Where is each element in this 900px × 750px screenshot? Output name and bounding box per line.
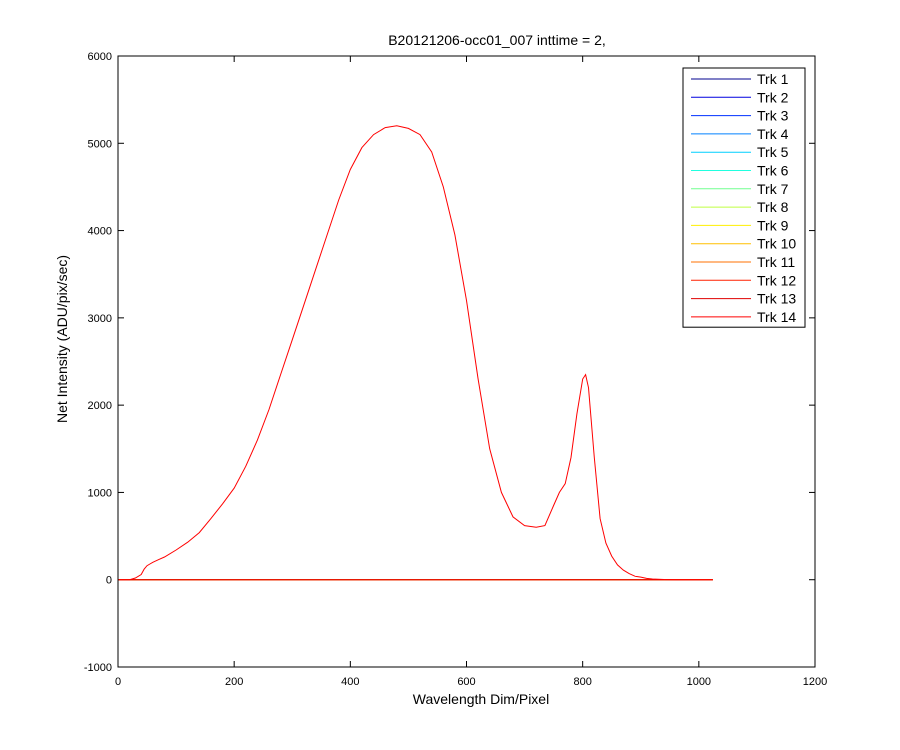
legend-label: Trk 4 [757, 126, 789, 142]
legend-label: Trk 10 [757, 236, 796, 252]
y-tick-label: 2000 [88, 400, 112, 412]
series-line-trk-14 [118, 125, 713, 581]
y-tick-label: 6000 [88, 51, 112, 63]
y-tick-label: 0 [106, 575, 112, 587]
x-tick-label: 1000 [687, 676, 711, 688]
x-tick-label: 0 [115, 676, 121, 688]
x-tick-label: 400 [341, 676, 359, 688]
chart-title: B20121206-occ01_007 inttime = 2, [388, 32, 606, 48]
legend-label: Trk 9 [757, 217, 789, 233]
y-tick-label: 4000 [88, 226, 112, 238]
legend-label: Trk 13 [757, 291, 796, 307]
legend-label: Trk 1 [757, 71, 789, 87]
legend-label: Trk 8 [757, 199, 789, 215]
x-axis-label: Wavelength Dim/Pixel [413, 691, 549, 707]
y-tick-label: 1000 [88, 487, 112, 499]
y-tick-label: -1000 [84, 662, 112, 674]
y-tick-label: 5000 [88, 138, 112, 150]
legend-label: Trk 14 [757, 309, 796, 325]
legend-label: Trk 2 [757, 89, 789, 105]
y-tick-label: 3000 [88, 313, 112, 325]
x-tick-label: 800 [573, 676, 591, 688]
legend-label: Trk 6 [757, 163, 789, 179]
legend-label: Trk 12 [757, 272, 796, 288]
legend: Trk 1 Trk 2 Trk 3 Trk 4 Trk 5 Trk 6 Trk 7 Trk 8… [682, 67, 806, 328]
y-axis-label: Net Intensity (ADU/pix/sec) [54, 255, 70, 423]
legend-box [682, 67, 806, 328]
legend-label: Trk 7 [757, 181, 789, 197]
x-tick-label: 1200 [803, 676, 827, 688]
x-tick-label: 200 [225, 676, 243, 688]
legend-label: Trk 11 [757, 254, 795, 270]
axis-ticks: 0 200 400 600 800 1000 1200-100001000200030004… [84, 51, 827, 688]
legend-label: Trk 5 [757, 144, 789, 160]
x-tick-label: 600 [457, 676, 475, 688]
legend-label: Trk 3 [757, 108, 789, 124]
plot-frame [117, 55, 816, 668]
series-lines [118, 125, 713, 581]
